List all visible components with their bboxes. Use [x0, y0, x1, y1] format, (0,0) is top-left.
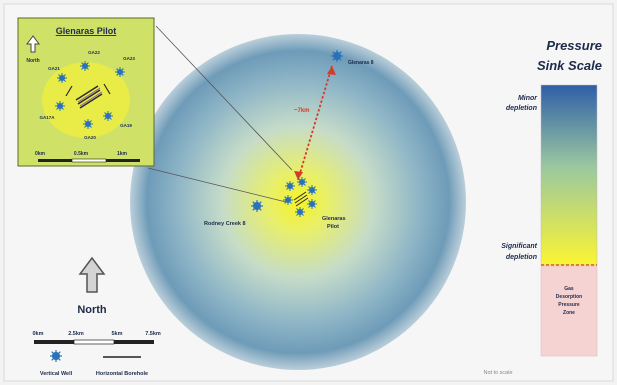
vertical-well-icon — [294, 206, 306, 218]
legend-horizontal-label: Horizontal Borehole — [96, 371, 148, 377]
scale-label: 5km — [111, 331, 122, 337]
vertical-well-icon — [330, 49, 344, 63]
significant-depletion-label: Significant — [501, 243, 537, 250]
inset-scale-label: 0km — [35, 151, 46, 157]
minor-depletion-label: Minor — [518, 95, 538, 102]
pressure-sink-area — [130, 34, 466, 370]
glenaras-pilot-inset: Glenaras Pilot North GA22 GA21 GA23 GA17… — [17, 17, 155, 167]
inset-scale-bar — [38, 158, 140, 163]
minor-depletion-label: depletion — [506, 105, 537, 112]
inset-north-label: North — [26, 58, 39, 64]
scale-title: Pressure — [546, 38, 602, 53]
well-label: GA17A — [39, 115, 55, 120]
vertical-well-icon — [306, 198, 318, 210]
inset-title: Glenaras Pilot — [56, 26, 117, 36]
well-label: GA20 — [84, 135, 96, 140]
not-to-scale-note: Not to scale — [483, 370, 512, 376]
distance-arrow — [294, 65, 336, 181]
zone-label: Zone — [563, 310, 575, 316]
distance-label: ~7km — [294, 108, 310, 114]
scale-label: 0km — [32, 331, 43, 337]
horizontal-borehole-icon — [293, 191, 309, 207]
vertical-well-icon — [250, 199, 264, 213]
horizontal-borehole-icon — [77, 87, 103, 107]
inset-north-arrow-icon — [26, 35, 40, 53]
glenaras8-label: Glenaras 8 — [348, 60, 374, 66]
pilot-label: Glenaras — [322, 216, 346, 222]
well-label: GA19 — [120, 123, 132, 128]
vertical-well-icon — [306, 184, 318, 196]
pressure-gradient-bar — [540, 84, 598, 266]
pilot-label: Pilot — [327, 224, 339, 230]
vertical-well-icon — [114, 66, 126, 78]
vertical-well-icon — [54, 100, 66, 112]
legend-vertical-well-icon — [49, 349, 63, 363]
horizontal-borehole-icon — [75, 85, 103, 109]
vertical-well-icon — [284, 180, 296, 192]
well-label: GA23 — [123, 56, 135, 61]
vertical-well-icon — [56, 72, 68, 84]
rodney-creek-label: Rodney Creek 8 — [204, 221, 246, 227]
zone-label: Gas — [564, 286, 574, 292]
significant-depletion-label: depletion — [506, 254, 537, 261]
inset-scale-label: 0.5km — [74, 151, 89, 157]
north-arrow-icon — [78, 256, 106, 293]
desorption-zone-box — [540, 265, 598, 357]
well-label: GA21 — [48, 66, 60, 71]
vertical-well-icon — [79, 60, 91, 72]
vertical-well-icon — [82, 118, 94, 130]
vertical-well-icon — [282, 194, 294, 206]
vertical-well-icon — [296, 176, 308, 188]
well-label: GA22 — [88, 50, 100, 55]
inset-scale-label: 1km — [117, 151, 128, 157]
scale-label: 7.5km — [145, 331, 161, 337]
inset-connector-line — [155, 25, 293, 171]
vertical-well-icon — [102, 110, 114, 122]
zone-label: Pressure — [558, 302, 580, 308]
legend-vertical-label: Vertical Well — [40, 371, 73, 377]
glenaras-pilot-cluster — [282, 176, 318, 218]
north-label: North — [77, 304, 107, 316]
scale-label: 2.5km — [68, 331, 84, 337]
inset-connector-line — [147, 167, 287, 203]
zone-label: Desorption — [556, 294, 582, 300]
scale-bar — [34, 339, 154, 345]
scale-title: Sink Scale — [537, 58, 602, 73]
